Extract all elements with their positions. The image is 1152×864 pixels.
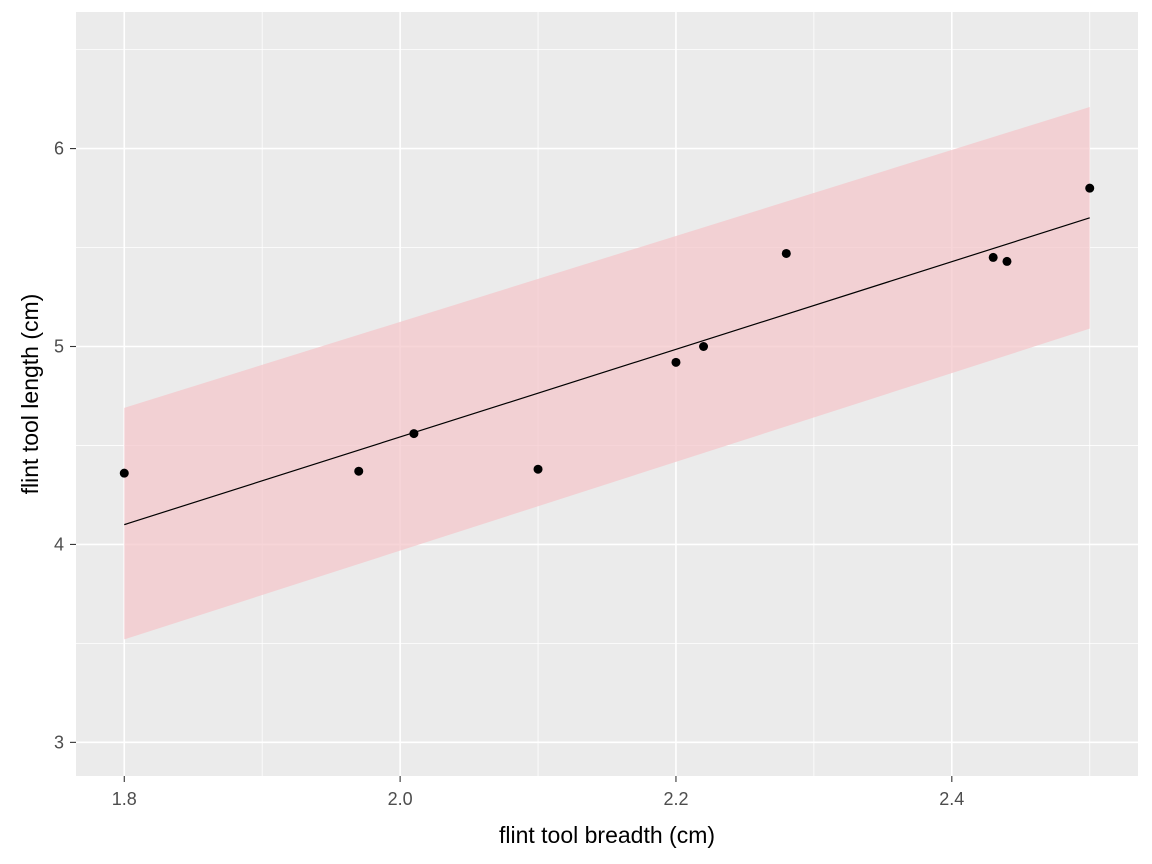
x-tick-label: 1.8 [112,789,137,809]
x-tick-label: 2.2 [663,789,688,809]
data-point [988,252,998,262]
data-point [781,248,791,258]
x-axis-title: flint tool breadth (cm) [499,822,715,848]
data-point [354,466,364,476]
confidence-band [124,107,1090,640]
y-tick-label: 5 [54,336,64,356]
y-tick-label: 4 [54,534,64,554]
x-tick-label: 2.0 [388,789,413,809]
data-point [409,429,419,439]
y-axis-title: flint tool length (cm) [17,294,43,495]
data-point [699,341,709,351]
y-axis: 3 4 5 6 [54,139,76,752]
data-point [1085,183,1095,193]
regression-line [124,217,1090,526]
data-point [671,357,681,367]
x-axis: 1.8 2.0 2.2 2.4 [112,776,964,809]
data-point [533,464,543,474]
data-point [119,468,129,478]
data-point [1002,256,1012,266]
y-tick-label: 3 [54,732,64,752]
y-tick-label: 6 [54,139,64,159]
data-points [119,183,1095,478]
x-tick-label: 2.4 [939,789,964,809]
